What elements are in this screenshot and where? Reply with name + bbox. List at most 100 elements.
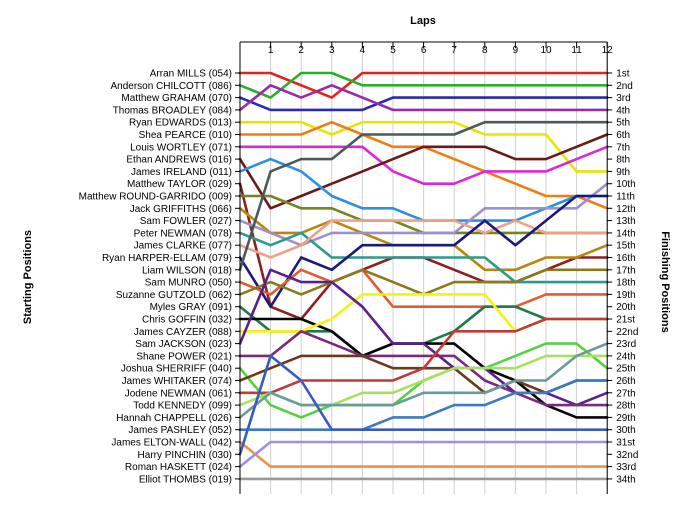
series-line-18 xyxy=(238,268,609,309)
finishing-position-5: 5th xyxy=(616,118,630,129)
series-line-24 xyxy=(238,329,609,407)
starting-name-14: Peter NEWMAN (078) xyxy=(134,228,232,239)
lap-tick-label-11: 11 xyxy=(571,45,582,56)
starting-name-25: Joshua SHERRIFF (040) xyxy=(121,364,232,375)
starting-name-20: Myles GRAY (091) xyxy=(150,302,232,313)
lap-tick-label-6: 6 xyxy=(421,45,427,56)
series-line-32 xyxy=(238,354,609,456)
finishing-position-14: 14th xyxy=(616,228,635,239)
finishing-position-25: 25th xyxy=(616,364,635,375)
series-line-33 xyxy=(238,440,609,468)
series-line-7 xyxy=(238,145,609,185)
finishing-position-9: 9th xyxy=(616,167,630,178)
finishing-position-6: 6th xyxy=(616,130,630,141)
finishing-position-10: 10th xyxy=(616,179,635,190)
starting-name-21: Chris GOFFIN (032) xyxy=(142,315,232,326)
series-line-2 xyxy=(238,71,609,99)
series-line-16 xyxy=(238,194,609,309)
starting-name-11: Matthew ROUND-GARRIDO (009) xyxy=(79,192,232,203)
finishing-position-29: 29th xyxy=(616,413,635,424)
finishing-position-4: 4th xyxy=(616,105,630,116)
starting-name-15: James CLARKE (077) xyxy=(134,241,232,252)
series-line-15 xyxy=(238,219,609,259)
starting-name-3: Matthew GRAHAM (070) xyxy=(121,93,232,104)
finishing-position-21: 21st xyxy=(616,315,635,326)
finishing-position-28: 28th xyxy=(616,401,635,412)
finishing-position-2: 2nd xyxy=(616,81,633,92)
series-line-17 xyxy=(238,120,609,272)
starting-name-4: Thomas BROADLEY (084) xyxy=(113,105,232,116)
finishing-position-8: 8th xyxy=(616,155,630,166)
finishing-position-19: 19th xyxy=(616,290,635,301)
series-line-29 xyxy=(238,342,609,419)
finishing-position-27: 27th xyxy=(616,388,635,399)
series-line-31 xyxy=(238,440,609,468)
starting-name-31: James ELTON-WALL (042) xyxy=(111,438,232,449)
finishing-position-18: 18th xyxy=(616,278,635,289)
finishing-position-1: 1st xyxy=(616,69,630,80)
starting-name-19: Suzanne GUTZOLD (062) xyxy=(116,290,232,301)
starting-name-33: Roman HASKETT (024) xyxy=(125,462,232,473)
starting-name-13: Sam FOWLER (027) xyxy=(140,216,232,227)
finishing-position-7: 7th xyxy=(616,142,630,153)
lap-tick-label-2: 2 xyxy=(298,45,304,56)
starting-name-12: Jack GRIFFITHS (066) xyxy=(130,204,232,215)
starting-name-23: Sam JACKSON (023) xyxy=(135,339,232,350)
lap-tick-label-4: 4 xyxy=(360,45,366,56)
left-axis-title: Starting Positions xyxy=(22,230,34,324)
starting-name-2: Anderson CHILCOTT (086) xyxy=(110,81,232,92)
finishing-position-16: 16th xyxy=(616,253,635,264)
finishing-position-17: 17th xyxy=(616,265,635,276)
starting-name-7: Louis WORTLEY (071) xyxy=(130,142,232,153)
lap-tick-label-12: 12 xyxy=(602,45,614,56)
right-axis-title: Finishing Positions xyxy=(659,231,671,332)
finishing-position-33: 33rd xyxy=(616,462,636,473)
starting-name-10: Matthew TAYLOR (029) xyxy=(127,179,232,190)
starting-name-32: Harry PINCHIN (030) xyxy=(138,450,232,461)
starting-name-22: James CAYZER (088) xyxy=(134,327,232,338)
lap-tick-label-8: 8 xyxy=(482,45,488,56)
starting-name-6: Shea PEARCE (010) xyxy=(139,130,232,141)
series-line-1 xyxy=(238,71,609,99)
finishing-position-31: 31st xyxy=(616,438,635,449)
finishing-position-24: 24th xyxy=(616,351,635,362)
lap-tick-label-5: 5 xyxy=(390,45,396,56)
starting-name-1: Arran MILLS (054) xyxy=(150,69,232,80)
series-line-14 xyxy=(238,231,609,284)
series-line-3 xyxy=(238,96,609,112)
lap-tick-label-7: 7 xyxy=(451,45,457,56)
series-line-5 xyxy=(238,120,609,173)
lap-tick-label-1: 1 xyxy=(268,45,274,56)
x-axis-title: Laps xyxy=(410,15,436,27)
lap-tick-label-9: 9 xyxy=(513,45,519,56)
finishing-position-26: 26th xyxy=(616,376,635,387)
series-line-4 xyxy=(238,84,609,112)
finishing-position-23: 23rd xyxy=(616,339,636,350)
series-line-30 xyxy=(238,379,609,432)
starting-name-30: James PASHLEY (052) xyxy=(128,425,232,436)
axes xyxy=(235,41,613,494)
series-lines xyxy=(238,71,609,481)
finishing-position-32: 32nd xyxy=(616,450,638,461)
starting-name-8: Ethan ANDREWS (016) xyxy=(126,155,232,166)
starting-name-29: Hannah CHAPPELL (026) xyxy=(116,413,232,424)
finishing-position-3: 3rd xyxy=(616,93,630,104)
starting-name-17: Liam WILSON (018) xyxy=(142,265,232,276)
starting-name-27: Jodene NEWMAN (061) xyxy=(125,388,232,399)
finishing-position-20: 20th xyxy=(616,302,635,313)
finishing-position-11: 11th xyxy=(616,192,635,203)
finishing-position-13: 13th xyxy=(616,216,635,227)
finishing-position-12: 12th xyxy=(616,204,635,215)
starting-name-28: Todd KENNEDY (099) xyxy=(133,401,232,412)
starting-name-26: James WHITAKER (074) xyxy=(122,376,232,387)
starting-name-18: Sam MUNRO (050) xyxy=(145,278,232,289)
finishing-position-30: 30th xyxy=(616,425,635,436)
starting-name-16: Ryan HARPER-ELLAM (079) xyxy=(102,253,232,264)
starting-name-24: Shane POWER (021) xyxy=(136,351,232,362)
starting-name-5: Ryan EDWARDS (013) xyxy=(129,118,232,129)
lap-tick-label-3: 3 xyxy=(329,45,335,56)
lap-tick-label-10: 10 xyxy=(540,45,552,56)
finishing-position-22: 22nd xyxy=(616,327,638,338)
